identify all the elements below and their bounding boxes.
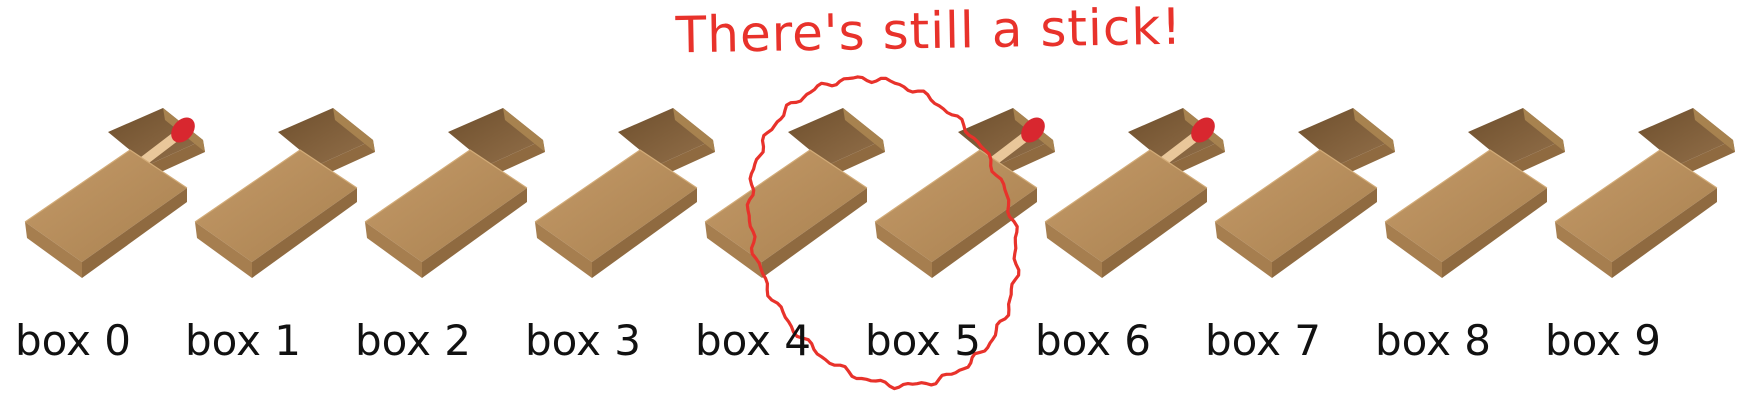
matchbox: [24, 108, 205, 278]
sleeve-top: [1385, 150, 1547, 262]
sleeve-side: [932, 188, 1037, 278]
sleeve-side: [1612, 188, 1717, 278]
sleeve-front: [535, 222, 592, 278]
tray-wall: [503, 108, 545, 152]
matchbox: [1044, 108, 1225, 278]
sleeve-side: [82, 188, 187, 278]
tray-wall: [1693, 108, 1735, 152]
tray-wall: [318, 140, 375, 177]
sleeve-front: [365, 222, 422, 278]
sleeve-side: [252, 188, 357, 278]
sleeve-side: [1442, 188, 1547, 278]
sleeve-top: [1215, 150, 1377, 262]
tray-wall: [658, 140, 715, 177]
sleeve-front: [1215, 222, 1272, 278]
tray-wall: [333, 108, 375, 152]
box-label: box 0: [15, 316, 131, 365]
match-head: [1021, 117, 1045, 143]
matchbox: [1554, 108, 1735, 278]
sleeve-top: [535, 150, 697, 262]
tray-wall: [488, 140, 545, 177]
sleeve-top: [365, 150, 527, 262]
box-label: box 3: [525, 316, 641, 365]
box-label: box 8: [1375, 316, 1491, 365]
sleeve-front: [25, 222, 82, 278]
tray-wall: [673, 108, 715, 152]
box-label: box 5: [865, 316, 981, 365]
sleeve-top: [875, 150, 1037, 262]
tray-wall: [148, 140, 205, 177]
highlight-circle: [745, 75, 1021, 391]
match-stick: [1157, 117, 1215, 166]
matchbox: [1214, 108, 1395, 278]
tray-wall: [1168, 140, 1225, 177]
sleeve-top: [1045, 150, 1207, 262]
sleeve-top: [25, 150, 187, 262]
tray-wall: [828, 140, 885, 177]
box-label: box 6: [1035, 316, 1151, 365]
match-stick: [137, 117, 195, 166]
matchbox: [874, 108, 1055, 278]
sleeve-top: [705, 150, 867, 262]
matchbox: [704, 108, 885, 278]
sleeve-top: [1555, 150, 1717, 262]
sleeve-front: [1555, 222, 1612, 278]
matchbox: [534, 108, 715, 278]
box-label: box 7: [1205, 316, 1321, 365]
tray-wall: [1338, 140, 1395, 177]
sleeve-side: [1272, 188, 1377, 278]
box-label: box 4: [695, 316, 811, 365]
sleeve-front: [1385, 222, 1442, 278]
sleeve-front: [195, 222, 252, 278]
sleeve-front: [1045, 222, 1102, 278]
sleeve-side: [762, 188, 867, 278]
sleeve-side: [422, 188, 527, 278]
box-label: box 1: [185, 316, 301, 365]
sleeve-front: [875, 222, 932, 278]
tray-wall: [1678, 140, 1735, 177]
sleeve-top: [195, 150, 357, 262]
matchbox: [364, 108, 545, 278]
match-head: [1191, 117, 1215, 143]
tray-wall: [1353, 108, 1395, 152]
tray-wall: [1508, 140, 1565, 177]
match-head: [171, 117, 195, 143]
box-label: box 2: [355, 316, 471, 365]
sleeve-side: [592, 188, 697, 278]
sleeve-side: [1102, 188, 1207, 278]
tray-wall: [1523, 108, 1565, 152]
sleeve-front: [705, 222, 762, 278]
box-label: box 9: [1545, 316, 1661, 365]
matchbox: [1384, 108, 1565, 278]
tray-wall: [998, 140, 1055, 177]
tray-wall: [843, 108, 885, 152]
match-stick: [987, 117, 1045, 166]
matchbox: [194, 108, 375, 278]
